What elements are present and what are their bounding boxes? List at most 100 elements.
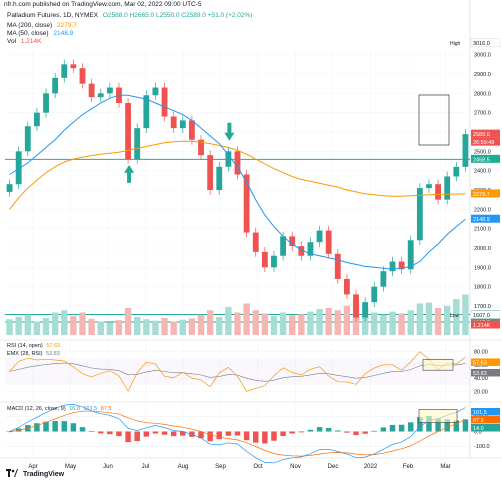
macd-histogram-bar [34,423,40,432]
candle-body [43,93,49,113]
volume-bar [389,311,396,335]
badge-value: 2279.7 [473,192,490,198]
macd-histogram-bar [243,431,250,441]
macd-histogram-bar [107,431,113,435]
price-badge: 2148.9 [471,214,500,223]
emx-value: 53.83 [45,351,60,357]
volume-bar [15,317,22,335]
price-tick-label: 2000.0 [474,246,491,252]
macd-histogram-bar [134,431,140,442]
vol-label: Vol [7,38,17,45]
rsi-badge: 53.83 [471,368,500,377]
candle-body [216,166,223,190]
volume-bar [343,305,351,335]
macd-histogram-bar [198,431,204,439]
rsi-highlight-box [422,359,454,371]
candle-body [462,134,469,167]
volume-bar [444,305,451,335]
candle-body [298,246,305,256]
candle-body [97,93,104,98]
candle-body [362,302,369,318]
macd-histogram-bar [6,431,13,433]
macd-histogram-bar [125,431,131,443]
instrument-name: Palladium Futures, 1D, NYMEX [7,12,99,19]
rsi-tick-label: 40.00 [474,376,488,382]
candle-body [207,155,214,190]
grid [0,0,502,459]
price-badge: 2589.0 [471,129,500,138]
macd-tick-label: -100.0 [474,444,490,450]
macd-line [9,404,466,464]
macd-histogram-bar [453,420,460,432]
time-tick-label: Mar [440,464,450,470]
candle-body [143,95,150,129]
macd-histogram-bar [15,428,22,432]
rsi-value: 57.63 [46,343,61,349]
price-tick-label: 2800.0 [474,91,491,97]
rsi-tick-label: 80.00 [474,350,488,356]
volume-bar [97,321,104,335]
macd-histogram-bar [43,421,49,432]
macd-histogram-bar [362,431,368,434]
price-tick-label: 2400.0 [474,169,491,175]
ma200-legend: MA (200, close) 2279.7 [7,22,77,29]
candle-body [225,151,232,167]
ohlc-legend: Palladium Futures, 1D, NYMEX O2588.0 H26… [7,12,252,19]
macd-histogram-bar [70,423,77,432]
tradingview-logo[interactable]: TradingView [6,469,64,479]
candle-body [380,271,387,287]
price-tick-label: 1900.0 [474,265,491,271]
macd-histogram-bar [216,431,222,440]
volume-bar [398,313,405,335]
volume-bar [70,316,77,335]
emx-label: EMX (28, RSI) [7,351,43,357]
volume-bar [261,313,269,335]
volume-bar [334,310,341,335]
price-tick-label: 2700.0 [474,111,491,117]
badge-bg [471,416,500,424]
badge-bg [471,137,500,146]
macd-histogram-bar [98,431,104,434]
volume-bar [106,322,114,335]
macd-legend: MACD (12, 26, close, 9) 16.0 101.5 87.5 [7,406,111,412]
ma50-line [9,94,466,270]
macd-signal-line [9,410,466,457]
macd-histogram-bar [116,431,122,437]
time-tick-label: Dec [328,464,339,470]
time-tick-label: Jul [142,464,150,470]
rsi-label: RSI (14, open) [7,343,43,349]
candle-body [161,87,168,117]
candle-body [15,151,22,185]
volume-bar [325,308,332,335]
ma200-label: MA (200, close) [7,22,53,29]
rsi-line [9,351,466,392]
macd-badge: 101.5 [471,408,500,416]
candle-body [426,184,432,189]
volume-bar [371,312,378,335]
time-tick-label: Jun [103,464,113,470]
candle-body [234,151,241,175]
candle-body [152,87,159,96]
price-badge: 1.214K [471,320,500,329]
volume-bar [234,312,241,335]
macd-histogram-bar [316,427,323,432]
ma50-legend: MA (50, close) 2148.9 [7,30,73,37]
rsi-tick-label: 20.00 [474,389,488,395]
time-tick-label: Oct [253,464,263,470]
macd-histogram-bar [143,431,150,437]
macd-tick-label: 0.0 [474,430,482,436]
badge-value: 101.5 [473,410,487,416]
badge-value: 1607.0 [473,313,490,319]
candle-body [106,87,113,94]
badge-bg [471,129,500,138]
volume-bar [252,310,259,335]
badge-value: 2148.9 [473,217,490,223]
candle-body [134,128,141,160]
volume-bar [380,314,387,335]
badge-bg [471,320,500,329]
macd-histogram-bar [234,431,241,436]
candle-body [444,176,451,200]
macd-histogram-bar [152,431,159,434]
